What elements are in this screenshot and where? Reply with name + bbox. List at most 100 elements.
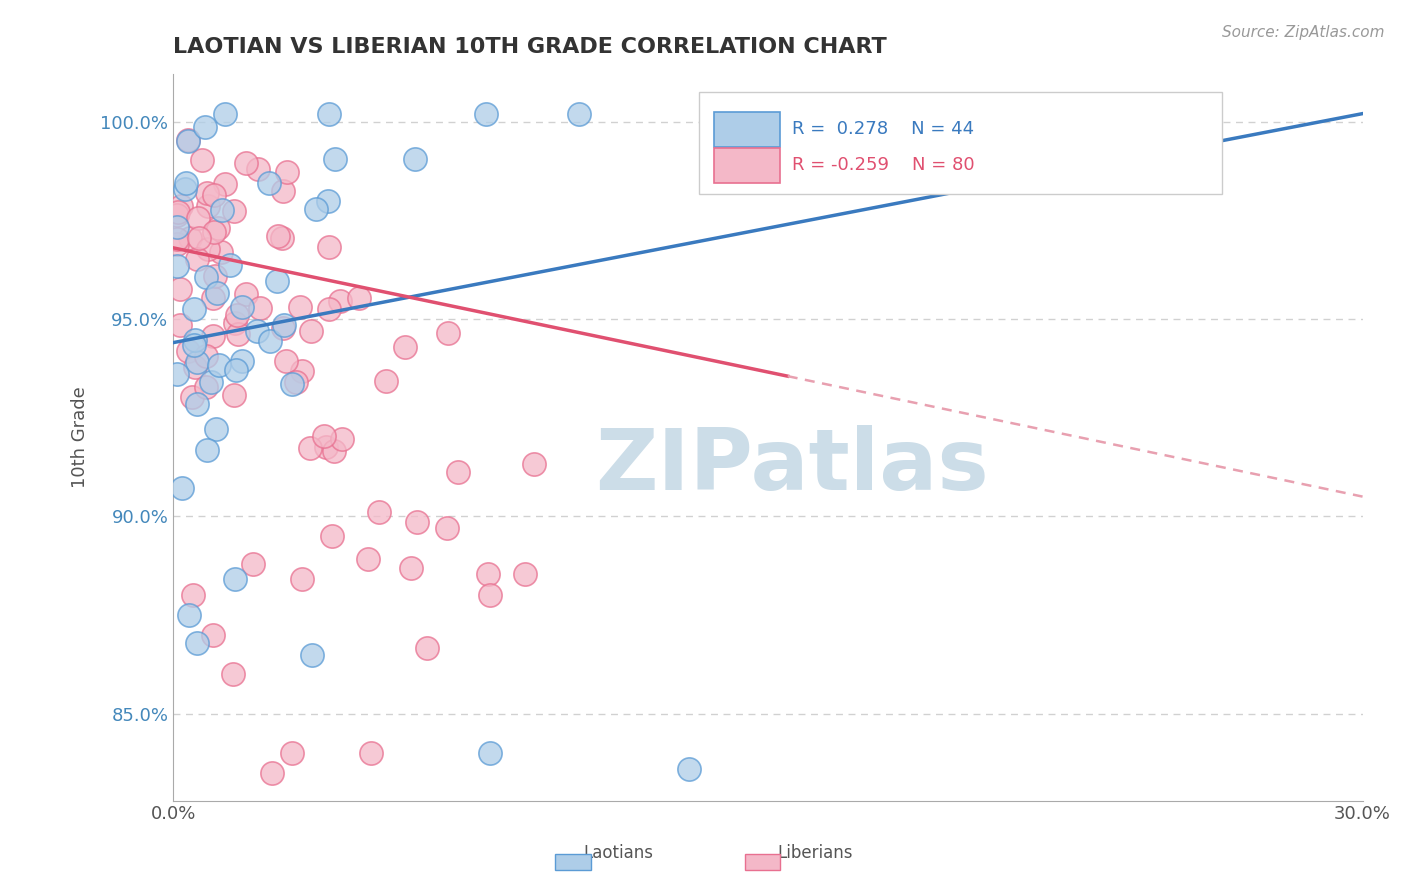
Point	[274, 354, 297, 368]
Point	[166, 236, 188, 251]
Point	[194, 269, 217, 284]
Point	[273, 320, 295, 334]
Point	[231, 354, 253, 368]
Point	[315, 440, 337, 454]
Text: R = -0.259    N = 80: R = -0.259 N = 80	[792, 156, 974, 174]
Point	[179, 231, 201, 245]
Point	[195, 186, 218, 201]
Point	[186, 355, 208, 369]
Point	[224, 387, 246, 401]
Point	[219, 258, 242, 272]
Point	[367, 504, 389, 518]
Point	[226, 308, 249, 322]
Point	[214, 177, 236, 191]
Point	[299, 324, 322, 338]
Point	[166, 367, 188, 381]
Point	[195, 442, 218, 457]
Point	[202, 188, 225, 202]
Point	[357, 552, 380, 566]
Text: LAOTIAN VS LIBERIAN 10TH GRADE CORRELATION CHART: LAOTIAN VS LIBERIAN 10TH GRADE CORRELATI…	[173, 37, 887, 57]
Point	[183, 301, 205, 316]
Point	[242, 557, 264, 571]
Point	[281, 376, 304, 391]
Point	[194, 349, 217, 363]
Point	[394, 340, 416, 354]
Point	[479, 588, 502, 602]
Point	[186, 636, 208, 650]
Point	[318, 240, 340, 254]
Point	[281, 746, 304, 760]
Point	[316, 194, 339, 208]
Point	[262, 766, 284, 780]
Point	[208, 358, 231, 372]
Point	[284, 375, 307, 389]
Point	[299, 441, 322, 455]
Point	[200, 375, 222, 389]
Text: Laotians: Laotians	[583, 844, 654, 862]
Point	[523, 457, 546, 471]
Point	[291, 364, 314, 378]
Point	[166, 259, 188, 273]
Text: ZIPatlas: ZIPatlas	[595, 425, 988, 508]
Point	[174, 177, 197, 191]
Point	[166, 219, 188, 234]
Point	[224, 573, 246, 587]
Point	[184, 334, 207, 348]
Point	[246, 162, 269, 177]
Point	[374, 374, 396, 388]
Point	[271, 184, 294, 198]
Point	[323, 152, 346, 166]
Point	[211, 202, 233, 217]
Point	[290, 301, 312, 315]
Point	[347, 291, 370, 305]
Point	[436, 521, 458, 535]
Point	[416, 641, 439, 656]
Point	[166, 208, 188, 222]
FancyBboxPatch shape	[714, 112, 780, 147]
Point	[330, 432, 353, 446]
Point	[181, 390, 204, 404]
Point	[291, 572, 314, 586]
Point	[276, 165, 298, 179]
Point	[321, 529, 343, 543]
Point	[166, 232, 188, 246]
Point	[678, 762, 700, 776]
Point	[201, 628, 224, 642]
Point	[214, 106, 236, 120]
Y-axis label: 10th Grade: 10th Grade	[72, 386, 89, 488]
Point	[257, 176, 280, 190]
Point	[177, 608, 200, 623]
Point	[322, 444, 344, 458]
FancyBboxPatch shape	[699, 92, 1222, 194]
Point	[226, 327, 249, 342]
Text: Source: ZipAtlas.com: Source: ZipAtlas.com	[1222, 25, 1385, 40]
Point	[235, 155, 257, 169]
Text: R =  0.278    N = 44: R = 0.278 N = 44	[792, 120, 974, 137]
Point	[479, 746, 502, 760]
Point	[246, 324, 269, 338]
Point	[447, 465, 470, 479]
Point	[170, 481, 193, 495]
Point	[176, 134, 198, 148]
Point	[399, 560, 422, 574]
Point	[235, 286, 257, 301]
Point	[231, 300, 253, 314]
Point	[183, 338, 205, 352]
Point	[221, 667, 243, 681]
Point	[201, 291, 224, 305]
Point	[249, 301, 271, 315]
Point	[273, 318, 295, 332]
Point	[360, 746, 382, 760]
Point	[191, 153, 214, 167]
Point	[266, 275, 288, 289]
Point	[202, 328, 225, 343]
Point	[187, 211, 209, 225]
Point	[170, 199, 193, 213]
Point	[169, 318, 191, 333]
Point	[166, 204, 188, 219]
Point	[177, 133, 200, 147]
Point	[318, 106, 340, 120]
FancyBboxPatch shape	[714, 148, 780, 183]
Point	[267, 228, 290, 243]
Point	[176, 343, 198, 358]
